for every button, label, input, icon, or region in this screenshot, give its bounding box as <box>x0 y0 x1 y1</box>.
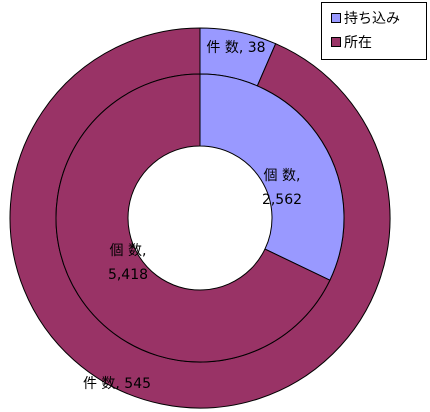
legend-item-shozai: 所在 <box>331 30 426 54</box>
legend-swatch-shozai <box>331 37 341 47</box>
inner-ring-label-1: 個 数, 5,418 <box>108 243 148 283</box>
inner-ring-slice-0 <box>199 73 345 281</box>
legend-label-mochikomi: 持ち込み <box>344 11 400 27</box>
outer-ring-label-0: 件 数, 38 <box>206 40 265 56</box>
chart-legend: 持ち込み 所在 <box>321 2 427 60</box>
inner-ring-label-0: 個 数, 2,562 <box>262 168 302 208</box>
outer-ring-label-1: 件 数, 545 <box>83 376 151 392</box>
legend-item-mochikomi: 持ち込み <box>331 6 426 30</box>
legend-swatch-mochikomi <box>331 13 341 23</box>
legend-label-shozai: 所在 <box>344 35 372 51</box>
inner-ring-slice-1 <box>55 73 331 363</box>
